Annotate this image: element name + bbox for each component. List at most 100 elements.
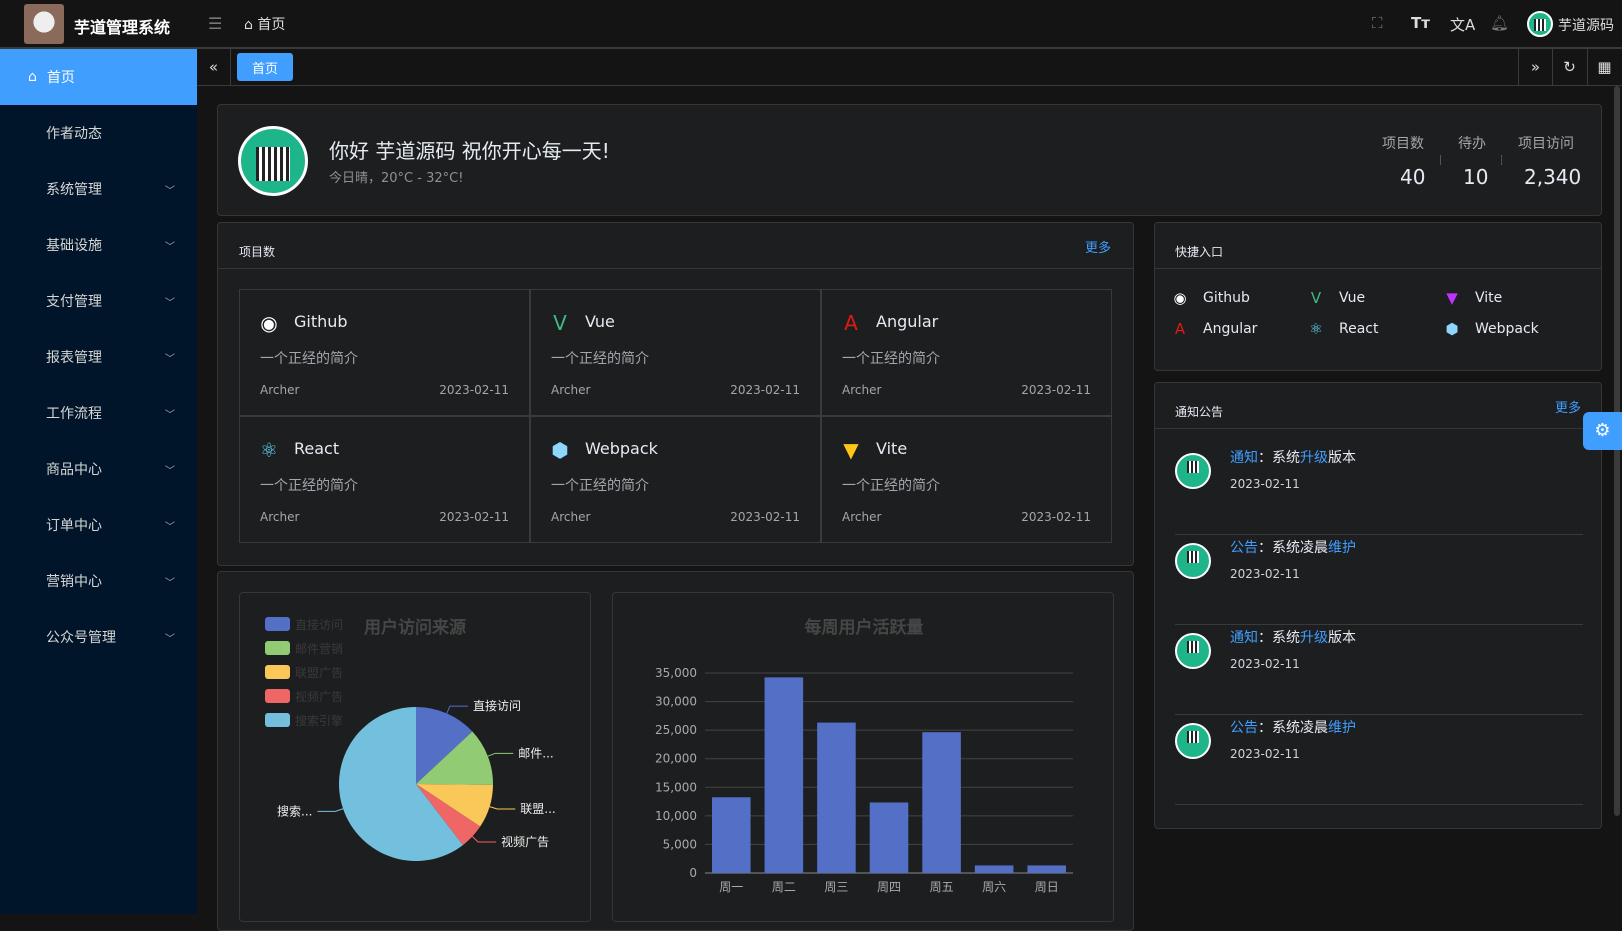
sidebar-item-label: 商品中心 [46,462,102,478]
app-title: 芋道管理系统 [74,18,171,37]
slice-label: 搜索... [277,803,312,818]
legend-label: 邮件营销 [295,642,343,656]
notice-text: 公告：系统凌晨维护 [1230,540,1356,556]
y-tick-label: 15,000 [655,780,697,794]
vite-icon: ▼ [843,438,859,462]
vue-icon: V [553,311,567,335]
bar [1027,865,1066,873]
sidebar-item[interactable]: ⌂ 首页 [0,49,197,105]
sidebar-item[interactable]: 商品中心 ﹀ [0,441,197,497]
quick-entry-item[interactable]: V Vue [1307,289,1365,307]
github-icon: ◉ [1173,289,1187,307]
quick-entry-item[interactable]: A Angular [1171,320,1258,338]
sidebar-item-label: 作者动态 [46,126,102,142]
project-name: Angular [876,312,939,331]
sidebar-item[interactable]: 营销中心 ﹀ [0,553,197,609]
project-name: Vue [585,312,615,331]
notice-item[interactable]: 通知：系统升级版本 2023-02-11 [1175,445,1583,535]
project-item[interactable]: ◉ Github 一个正经的简介 Archer 2023-02-11 [239,289,530,416]
pie-slice [339,707,463,861]
sidebar-item-label: 报表管理 [46,350,102,366]
tab-home[interactable]: 首页 [237,53,293,81]
settings-icon[interactable]: ⚙ [1583,412,1622,450]
sidebar-item-label: 订单中心 [46,518,102,534]
notice-avatar [1175,723,1211,759]
legend-swatch [265,689,290,703]
sidebar-item[interactable]: 基础设施 ﹀ [0,217,197,273]
quick-entry-item[interactable]: ◉ Github [1171,289,1250,307]
scroll-right-icon[interactable]: » [1518,49,1552,85]
quick-entry-item[interactable]: ⬢ Webpack [1443,320,1538,338]
quick-entry-label: Github [1203,290,1250,306]
pie-chart-panel: 用户访问来源 直接访问 邮件营销 联盟广告 视频广告 搜索引擎 直接访问 邮件... 联盟...… [239,592,591,922]
pie-slice [416,731,493,785]
breadcrumb[interactable]: ⌂ 首页 [244,14,285,34]
sidebar-item[interactable]: 系统管理 ﹀ [0,161,197,217]
scrollbar[interactable] [1614,86,1620,816]
quick-entry-item[interactable]: ⚛ React [1307,320,1378,338]
quick-entry-label: Vite [1475,290,1503,306]
sidebar-item[interactable]: 公众号管理 ﹀ [0,609,197,665]
chevron-down-icon: ﹀ [165,353,175,365]
translate-icon[interactable]: 文A [1450,16,1476,34]
y-tick-label: 20,000 [655,752,697,766]
refresh-icon[interactable]: ↻ [1552,49,1586,85]
sidebar-item[interactable]: 工作流程 ﹀ [0,385,197,441]
legend-label: 直接访问 [295,617,343,632]
project-name: React [294,439,340,458]
divider [1440,155,1441,165]
project-item[interactable]: V Vue 一个正经的简介 Archer 2023-02-11 [530,289,821,416]
bar-chart: 每周用户活跃量 0 5,000 10,000 15,000 20,000 25,000 30,… [655,617,1073,894]
project-item[interactable]: ⬢ Webpack 一个正经的简介 Archer 2023-02-11 [530,416,821,543]
sidebar-item[interactable]: 支付管理 ﹀ [0,273,197,329]
label-line [317,808,344,812]
project-desc: 一个正经的简介 [260,351,358,367]
quick-entry-item[interactable]: ▼ Vite [1443,289,1502,307]
sidebar-item[interactable]: 订单中心 ﹀ [0,497,197,553]
webpack-icon: ⬢ [551,438,569,462]
project-item[interactable]: A Angular 一个正经的简介 Archer 2023-02-11 [821,289,1112,416]
notice-item[interactable]: 公告：系统凌晨维护 2023-02-11 [1175,535,1583,625]
fullscreen-icon[interactable]: ⛶ [1372,14,1383,32]
project-date: 2023-02-11 [439,383,509,397]
project-date: 2023-02-11 [439,510,509,524]
project-item[interactable]: ▼ Vite 一个正经的简介 Archer 2023-02-11 [821,416,1112,543]
home-icon: ⌂ [28,69,37,85]
y-tick-label: 5,000 [663,837,697,851]
y-tick-label: 30,000 [655,695,697,709]
chevron-down-icon: ﹀ [165,577,175,589]
quick-entry-card: 快捷入口 ◉ Github V Vue ▼ Vite A Angular ⚛ React ⬢ Webp… [1154,222,1602,371]
notice-item[interactable]: 通知：系统升级版本 2023-02-11 [1175,625,1583,715]
quick-entry-label: React [1339,321,1379,337]
divider [218,268,1133,269]
more-link[interactable]: 更多 [1085,241,1112,256]
avatar[interactable] [1527,11,1553,37]
y-tick-label: 35,000 [655,666,697,680]
bar [764,677,804,873]
sidebar-item[interactable]: 作者动态 [0,105,197,161]
grid-menu-icon[interactable]: ▦ [1587,49,1621,85]
project-author: Archer [842,510,882,524]
project-desc: 一个正经的简介 [551,478,649,494]
scroll-left-icon[interactable]: « [197,49,231,85]
collapse-menu-icon[interactable]: ☰ [208,14,223,33]
more-link[interactable]: 更多 [1555,401,1582,416]
project-date: 2023-02-11 [730,383,800,397]
bell-icon[interactable]: 🔔︎ [1490,14,1510,32]
notice-date: 2023-02-11 [1230,567,1300,581]
chevron-down-icon: ﹀ [165,633,175,645]
project-name: Github [294,312,348,331]
sidebar-item[interactable]: 报表管理 ﹀ [0,329,197,385]
card-title: 快捷入口 [1175,245,1224,259]
notice-item[interactable]: 公告：系统凌晨维护 2023-02-11 [1175,715,1583,805]
project-author: Archer [260,383,300,397]
project-item[interactable]: ⚛ React 一个正经的简介 Archer 2023-02-11 [239,416,530,543]
x-tick-label: 周五 [930,880,954,894]
tab-bar: « 首页 » ↻ ▦ [197,49,1622,86]
font-size-icon[interactable]: Tт [1411,14,1430,32]
quick-entry-label: Angular [1203,321,1258,337]
vue-icon: V [1310,289,1322,307]
legend-label: 视频广告 [295,689,343,704]
user-name[interactable]: 芋道源码 [1558,18,1614,34]
chevron-down-icon: ﹀ [165,409,175,421]
